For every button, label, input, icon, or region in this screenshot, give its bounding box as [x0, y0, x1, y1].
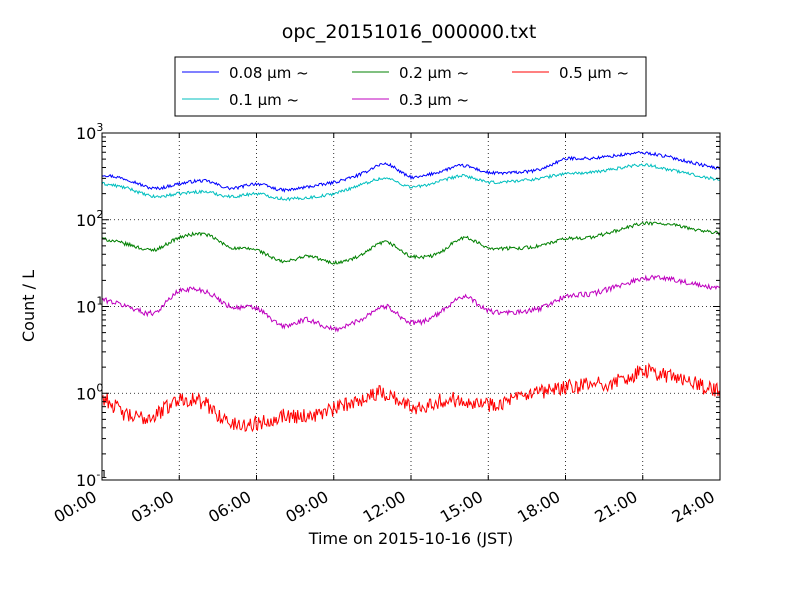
x-axis-label: Time on 2015-10-16 (JST): [308, 529, 513, 548]
y-tick-label: 101: [76, 295, 103, 317]
x-tick-label: 12:00: [360, 487, 409, 527]
y-tick-labels: 10-1 100 101 102 103: [76, 121, 107, 490]
series-line: [101, 362, 721, 433]
x-tick-label: 21:00: [591, 487, 640, 527]
x-tick-labels: 00:00 03:00 06:00 09:00 12:00 15:00 18:00 21:00…: [51, 487, 718, 527]
series-line: [101, 150, 721, 193]
grid: [102, 133, 720, 480]
x-tick-label: 09:00: [282, 487, 331, 527]
legend-label: 0.5 μm ~: [559, 64, 629, 82]
y-tick-label: 10-1: [76, 468, 107, 490]
chart-title: opc_20151016_000000.txt: [282, 21, 537, 43]
x-tick-label: 15:00: [437, 487, 486, 527]
ticks: [101, 132, 721, 481]
x-tick-label: 00:00: [51, 487, 100, 527]
y-tick-label: 102: [76, 208, 103, 230]
legend: 0.08 μm ~ 0.1 μm ~ 0.2 μm ~ 0.3 μm ~ 0.5 μm …: [174, 56, 647, 117]
series-line: [101, 163, 721, 202]
series-line: [101, 221, 721, 265]
legend-label: 0.3 μm ~: [399, 91, 469, 109]
x-tick-label: 24:00: [669, 487, 718, 527]
legend-label: 0.1 μm ~: [229, 91, 299, 109]
x-tick-label: 03:00: [128, 487, 177, 527]
series-layer: [101, 150, 721, 433]
x-tick-label: 06:00: [205, 487, 254, 527]
series-line: [101, 274, 721, 333]
y-tick-label: 103: [76, 121, 103, 143]
legend-label: 0.2 μm ~: [399, 64, 469, 82]
y-tick-label: 100: [76, 381, 103, 403]
x-tick-label: 18:00: [514, 487, 563, 527]
y-axis-label: Count / L: [19, 270, 38, 342]
legend-label: 0.08 μm ~: [229, 64, 309, 82]
legend-box: [174, 56, 647, 117]
